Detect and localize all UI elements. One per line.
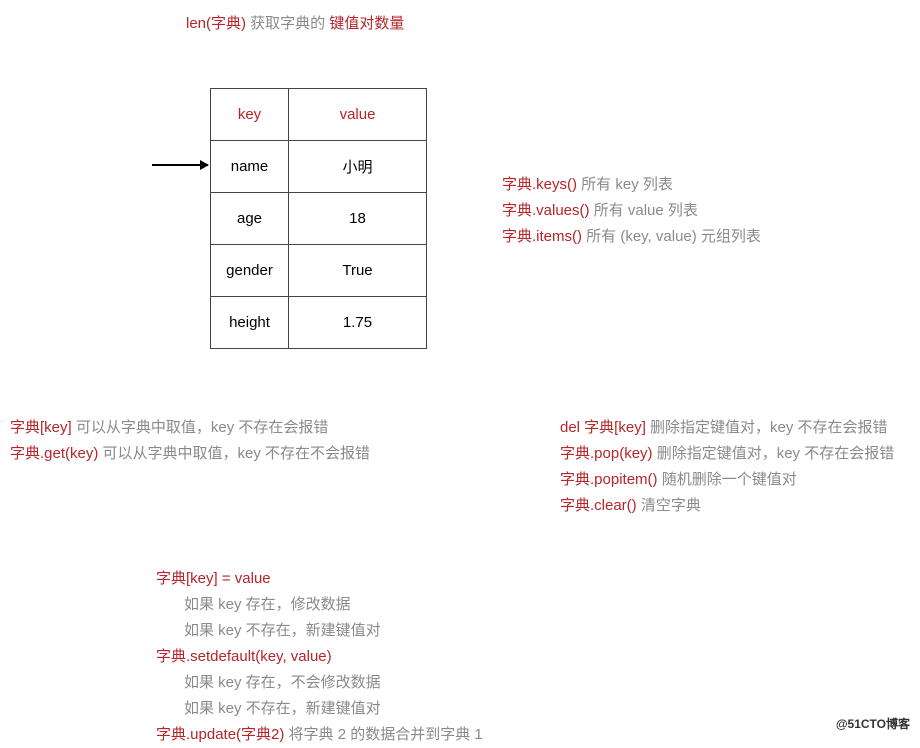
line: 字典[key] 可以从字典中取值，key 不存在会报错 bbox=[10, 415, 370, 441]
line: del 字典[key] 删除指定键值对，key 不存在会报错 bbox=[560, 415, 920, 441]
table: key value name 小明 age 18 gender True hei… bbox=[210, 88, 427, 349]
cell-key: height bbox=[211, 297, 289, 349]
set-methods: 字典[key] = value 如果 key 存在，修改数据 如果 key 不存… bbox=[156, 566, 483, 748]
header-value: value bbox=[289, 89, 427, 141]
clear-desc: 清空字典 bbox=[637, 497, 701, 514]
get-code: 字典.get(key) bbox=[10, 445, 98, 462]
line: 字典.popitem() 随机删除一个键值对 bbox=[560, 467, 920, 493]
cell-key: gender bbox=[211, 245, 289, 297]
popitem-code: 字典.popitem() bbox=[560, 471, 658, 488]
pop-code: 字典.pop(key) bbox=[560, 445, 653, 462]
cell-key: name bbox=[211, 141, 289, 193]
clear-code: 字典.clear() bbox=[560, 497, 637, 514]
line: 字典.values() 所有 value 列表 bbox=[502, 198, 761, 224]
table-row: age 18 bbox=[211, 193, 427, 245]
items-code: 字典.items() bbox=[502, 228, 582, 245]
index-desc: 可以从字典中取值，key 不存在会报错 bbox=[72, 419, 329, 436]
header-key: key bbox=[211, 89, 289, 141]
table-header-row: key value bbox=[211, 89, 427, 141]
delete-methods: del 字典[key] 删除指定键值对，key 不存在会报错 字典.pop(ke… bbox=[560, 415, 920, 519]
setdefault-desc2: 如果 key 不存在，新建键值对 bbox=[184, 696, 483, 722]
get-desc: 可以从字典中取值，key 不存在不会报错 bbox=[98, 445, 370, 462]
assign-code: 字典[key] = value bbox=[156, 566, 483, 592]
cell-val: True bbox=[289, 245, 427, 297]
table-row: name 小明 bbox=[211, 141, 427, 193]
iter-methods: 字典.keys() 所有 key 列表 字典.values() 所有 value… bbox=[502, 172, 761, 250]
len-code: len(字典) bbox=[186, 15, 246, 32]
assign-desc2: 如果 key 不存在，新建键值对 bbox=[184, 618, 483, 644]
dict-table: key value name 小明 age 18 gender True hei… bbox=[210, 88, 427, 349]
cell-val: 1.75 bbox=[289, 297, 427, 349]
del-code: del 字典[key] bbox=[560, 419, 646, 436]
cell-val: 18 bbox=[289, 193, 427, 245]
get-methods: 字典[key] 可以从字典中取值，key 不存在会报错 字典.get(key) … bbox=[10, 415, 370, 467]
setdefault-desc1: 如果 key 存在，不会修改数据 bbox=[184, 670, 483, 696]
popitem-desc: 随机删除一个键值对 bbox=[658, 471, 797, 488]
line: 字典.clear() 清空字典 bbox=[560, 493, 920, 519]
len-line: len(字典) 获取字典的 键值对数量 bbox=[186, 12, 404, 33]
values-code: 字典.values() bbox=[502, 202, 590, 219]
cell-key: age bbox=[211, 193, 289, 245]
keys-desc: 所有 key 列表 bbox=[577, 176, 673, 193]
line: 字典.update(字典2) 将字典 2 的数据合并到字典 1 bbox=[156, 722, 483, 748]
del-desc: 删除指定键值对，key 不存在会报错 bbox=[646, 419, 888, 436]
len-desc: 获取字典的 bbox=[246, 15, 329, 32]
index-code: 字典[key] bbox=[10, 419, 72, 436]
watermark: @51CTO博客 bbox=[836, 715, 910, 732]
line: 字典.keys() 所有 key 列表 bbox=[502, 172, 761, 198]
keys-code: 字典.keys() bbox=[502, 176, 577, 193]
values-desc: 所有 value 列表 bbox=[590, 202, 698, 219]
setdefault-code: 字典.setdefault(key, value) bbox=[156, 644, 483, 670]
line: 字典.pop(key) 删除指定键值对，key 不存在会报错 bbox=[560, 441, 920, 467]
items-desc: 所有 (key, value) 元组列表 bbox=[582, 228, 761, 245]
line: 字典.get(key) 可以从字典中取值，key 不存在不会报错 bbox=[10, 441, 370, 467]
len-em: 键值对数量 bbox=[329, 15, 404, 32]
table-row: gender True bbox=[211, 245, 427, 297]
update-desc: 将字典 2 的数据合并到字典 1 bbox=[284, 726, 482, 743]
pointer-arrow bbox=[152, 164, 208, 166]
assign-desc1: 如果 key 存在，修改数据 bbox=[184, 592, 483, 618]
line: 字典.items() 所有 (key, value) 元组列表 bbox=[502, 224, 761, 250]
cell-val: 小明 bbox=[289, 141, 427, 193]
update-code: 字典.update(字典2) bbox=[156, 726, 284, 743]
pop-desc: 删除指定键值对，key 不存在会报错 bbox=[653, 445, 895, 462]
table-row: height 1.75 bbox=[211, 297, 427, 349]
